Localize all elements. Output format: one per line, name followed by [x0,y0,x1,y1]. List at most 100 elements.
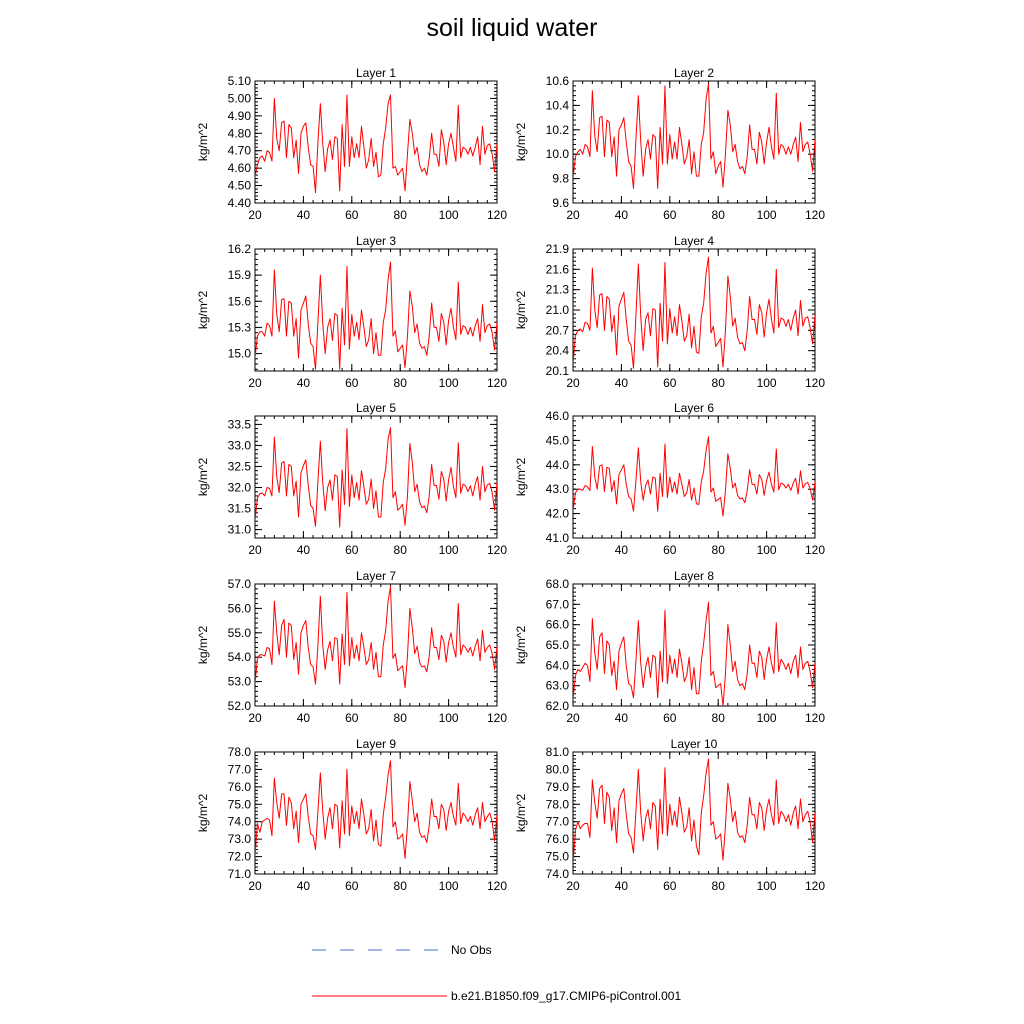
layer-2-ytick-label: 9.8 [552,172,569,186]
panels: Layer 1 kg/m^2 20 40 60 80 100 120 4.40 4.50 4.60 4… [196,66,825,893]
layer-2-ytick-label: 10.6 [546,74,570,88]
layer-3-xtick-label: 60 [345,376,359,390]
layer-2-ytick-label: 9.6 [552,196,569,210]
layer-10-xtick-label: 40 [615,879,629,893]
layer-5-ytick-label: 32.5 [228,459,252,473]
layer-8-panel: Layer 8 kg/m^2 20 40 60 80 100 120 62.0 63.0 64.0 6… [514,569,825,725]
layer-1-ytick-label: 5.00 [228,91,252,105]
layer-3-ytick-label: 15.6 [228,294,252,308]
layer-1-title: Layer 1 [356,66,396,80]
layer-9-title: Layer 9 [356,737,396,751]
layer-7-frame [254,583,498,707]
layer-9-frame [254,751,498,875]
layer-9-xtick-label: 60 [345,879,359,893]
layer-7-ytick-label: 53.0 [228,675,252,689]
layer-6-xtick-label: 40 [615,543,629,557]
layer-6-ytick-label: 46.0 [546,409,570,423]
layer-3-xtick-label: 80 [394,376,408,390]
legend-model-label: b.e21.B1850.f09_g17.CMIP6-piControl.001 [451,989,681,1003]
layer-8-xtick-label: 20 [566,711,580,725]
layer-9-ytick-label: 72.0 [228,850,252,864]
layer-1-xtick-label: 100 [439,208,459,222]
layer-5-title: Layer 5 [356,401,396,415]
layer-3-frame [254,248,498,372]
layer-1-ytick-label: 4.50 [228,179,252,193]
layer-10-series-line [573,758,815,864]
layer-10-ytick-label: 77.0 [546,815,570,829]
layer-2-ytick-label: 10.2 [546,123,570,137]
layer-9-xtick-label: 80 [394,879,408,893]
layer-8-title: Layer 8 [674,569,714,583]
layer-10-ytick-label: 75.0 [546,850,570,864]
layer-4-series-line [573,256,815,369]
layer-7-xtick-label: 80 [394,711,408,725]
layer-3-series-line [255,261,497,370]
layer-2-xtick-label: 60 [663,208,677,222]
layer-6-xtick-label: 20 [566,543,580,557]
layer-9-panel: Layer 9 kg/m^2 20 40 60 80 100 120 71.0 72.0 73.0 7… [196,737,507,893]
layer-7-ytick-label: 57.0 [228,577,252,591]
layer-4-title: Layer 4 [674,234,714,248]
layer-6-xtick-label: 120 [805,543,825,557]
layer-9-ylabel: kg/m^2 [196,794,210,833]
layer-5-ytick-label: 31.0 [228,523,252,537]
layer-7-panel: Layer 7 kg/m^2 20 40 60 80 100 120 52.0 53.0 54.0 5… [196,569,507,725]
layer-3-ytick-label: 15.9 [228,268,252,282]
layer-3-ytick-label: 15.3 [228,320,252,334]
layer-6-ytick-label: 45.0 [546,433,570,447]
layer-9-ytick-label: 73.0 [228,832,252,846]
layer-6-xtick-label: 60 [663,543,677,557]
layer-7-ylabel: kg/m^2 [196,626,210,665]
layer-7-title: Layer 7 [356,569,396,583]
layer-6-xtick-label: 80 [712,543,726,557]
layer-10-ytick-label: 78.0 [546,797,570,811]
layer-4-xtick-label: 100 [757,376,777,390]
layer-8-ytick-label: 63.0 [546,679,570,693]
layer-7-ytick-label: 54.0 [228,650,252,664]
layer-5-panel: Layer 5 kg/m^2 20 40 60 80 100 120 31.0 31.5 32.0 3… [196,401,507,557]
layer-9-ytick-label: 78.0 [228,745,252,759]
layer-8-xtick-label: 80 [712,711,726,725]
layer-10-title: Layer 10 [671,737,718,751]
layer-1-ytick-label: 4.90 [228,109,252,123]
layer-9-ytick-label: 76.0 [228,780,252,794]
layer-8-ytick-label: 62.0 [546,699,570,713]
layer-2-ytick-label: 10.4 [546,98,570,112]
layer-5-ylabel: kg/m^2 [196,458,210,497]
layer-5-xtick-label: 80 [394,543,408,557]
layer-2-xtick-label: 80 [712,208,726,222]
layer-4-ytick-label: 20.7 [546,323,570,337]
layer-4-ytick-label: 21.0 [546,303,570,317]
layer-7-ytick-label: 55.0 [228,626,252,640]
legend-obs-label: No Obs [451,943,492,957]
layer-5-xtick-label: 40 [297,543,311,557]
layer-7-xtick-label: 20 [248,711,262,725]
layer-10-panel: Layer 10 kg/m^2 20 40 60 80 100 120 74.0 75.0 76.0… [514,737,825,893]
layer-9-series-line [255,760,497,859]
legend: No Obs b.e21.B1850.f09_g17.CMIP6-piContr… [312,943,681,1003]
layer-9-xtick-label: 20 [248,879,262,893]
layer-8-xtick-label: 100 [757,711,777,725]
layer-3-title: Layer 3 [356,234,396,248]
layer-5-ytick-label: 32.0 [228,481,252,495]
layer-7-xtick-label: 40 [297,711,311,725]
layer-1-series-line [255,94,497,194]
layer-4-xtick-label: 80 [712,376,726,390]
layer-6-title: Layer 6 [674,401,714,415]
layer-10-ylabel: kg/m^2 [514,794,528,833]
layer-7-ytick-label: 56.0 [228,601,252,615]
layer-7-ytick-label: 52.0 [228,699,252,713]
layer-8-ytick-label: 67.0 [546,597,570,611]
layer-6-ytick-label: 44.0 [546,458,570,472]
layer-7-xtick-label: 100 [439,711,459,725]
layer-4-ytick-label: 20.1 [546,364,570,378]
layer-5-frame [254,415,498,539]
layer-10-xtick-label: 60 [663,879,677,893]
layer-1-ytick-label: 4.70 [228,144,252,158]
layer-8-xtick-label: 120 [805,711,825,725]
layer-10-xtick-label: 80 [712,879,726,893]
layer-5-series-line [255,427,497,528]
layer-3-xtick-label: 120 [487,376,507,390]
layer-1-frame [254,80,498,204]
layer-8-ytick-label: 66.0 [546,618,570,632]
